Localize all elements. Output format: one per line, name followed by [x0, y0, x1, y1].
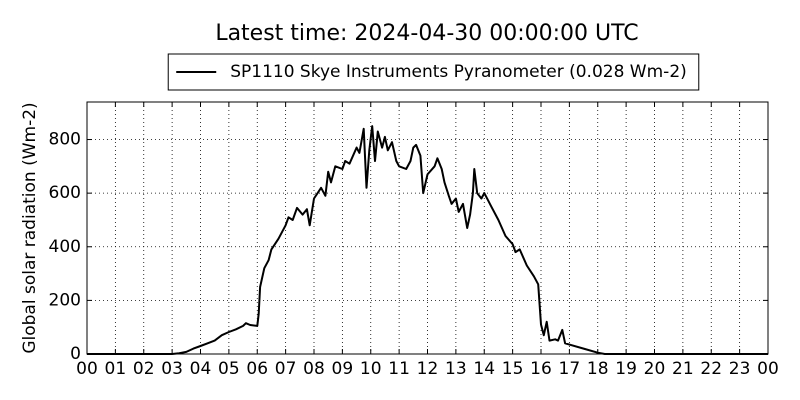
y-tick-label: 400 [49, 237, 81, 257]
legend-box [167, 53, 700, 91]
y-tick-label: 0 [70, 344, 81, 364]
x-tick-label: 08 [303, 359, 325, 379]
x-tick-label: 00 [76, 359, 98, 379]
x-tick-label: 14 [473, 359, 495, 379]
data-line [87, 125, 768, 355]
chart-title: Latest time: 2024-04-30 00:00:00 UTC [215, 21, 638, 46]
x-tick-label: 10 [360, 359, 382, 379]
x-tick-label: 04 [190, 359, 212, 379]
x-tick-label: 22 [700, 359, 722, 379]
x-tick-label: 17 [559, 359, 581, 379]
plot-area [87, 102, 768, 354]
x-tick-label: 19 [615, 359, 637, 379]
x-tick-label: 01 [105, 359, 127, 379]
x-tick-label: 11 [388, 359, 410, 379]
legend-label: SP1110 Skye Instruments Pyranometer (0.0… [230, 62, 687, 82]
x-tick-label: 23 [729, 359, 751, 379]
x-tick-label: 12 [417, 359, 439, 379]
x-tick-label: 13 [445, 359, 467, 379]
x-tick-label: 07 [275, 359, 297, 379]
y-tick-label: 200 [49, 290, 81, 310]
x-tick-label: 02 [133, 359, 155, 379]
y-axis-label: Global solar radiation (Wm-2) [20, 102, 40, 353]
x-tick-label: 16 [530, 359, 552, 379]
x-tick-label: 21 [672, 359, 694, 379]
x-tick-label: 00 [757, 359, 779, 379]
x-tick-label: 18 [587, 359, 609, 379]
x-tick-label: 20 [644, 359, 666, 379]
x-tick-label: 15 [502, 359, 524, 379]
x-tick-label: 05 [218, 359, 240, 379]
y-tick-label: 800 [49, 130, 81, 150]
x-tick-label: 09 [332, 359, 354, 379]
x-tick-label: 06 [246, 359, 268, 379]
plot-frame [86, 101, 769, 355]
x-tick-label: 03 [161, 359, 183, 379]
y-tick-label: 600 [49, 183, 81, 203]
